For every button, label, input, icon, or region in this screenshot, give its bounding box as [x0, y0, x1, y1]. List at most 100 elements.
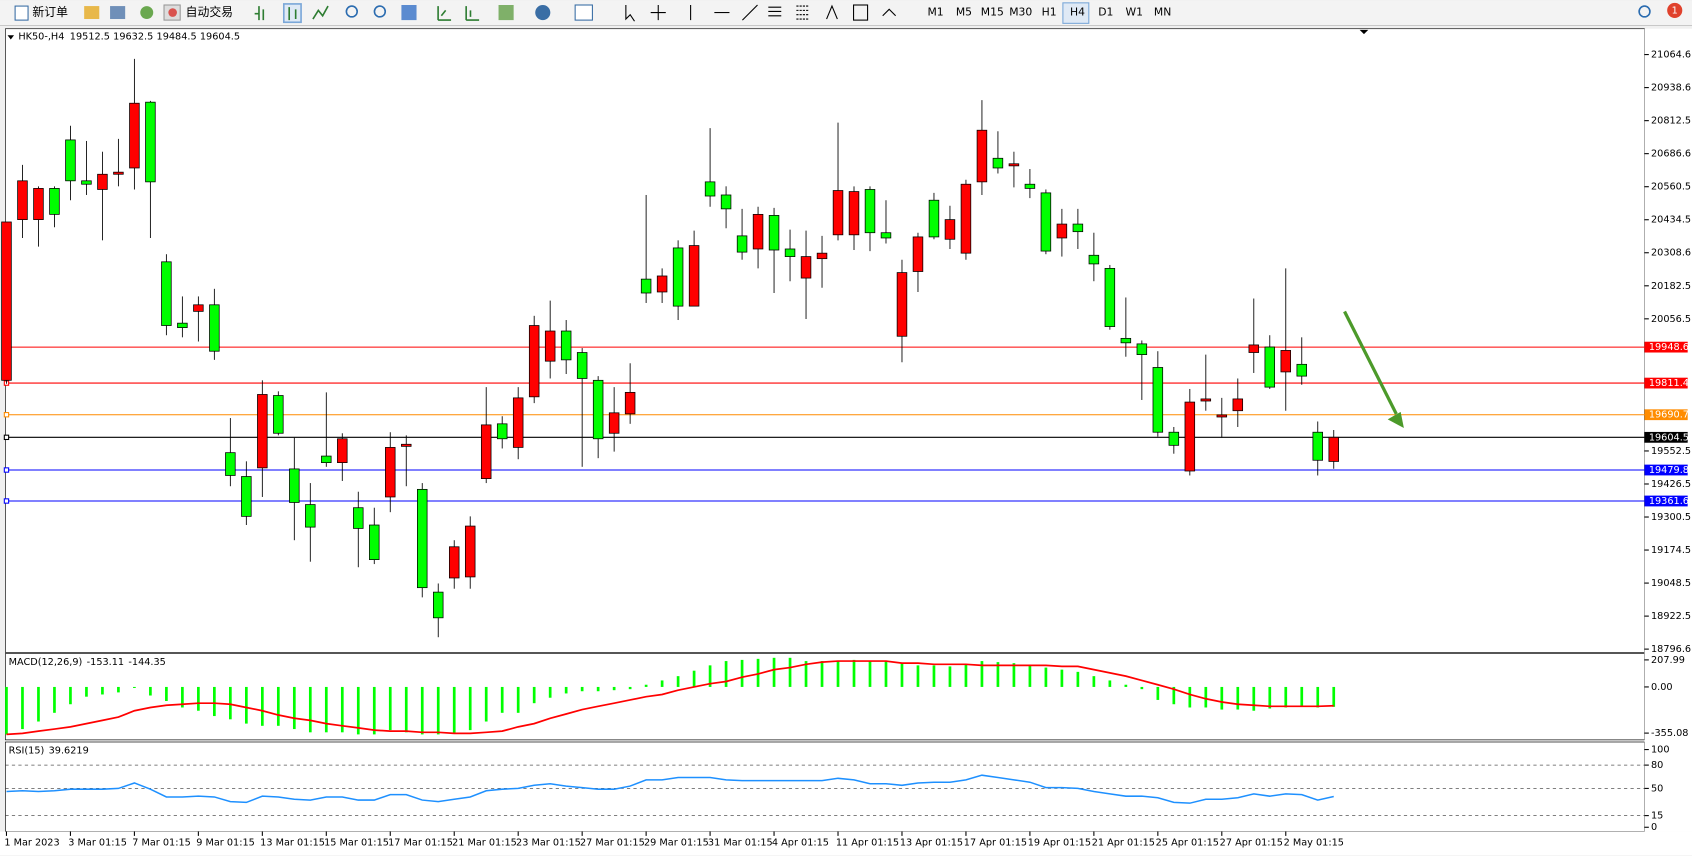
- candle-body: [385, 447, 396, 498]
- candle-body: [177, 322, 188, 328]
- candle-body: [512, 397, 524, 448]
- toolbar-icon[interactable]: [140, 6, 154, 20]
- timeframe-button[interactable]: M30: [1009, 6, 1032, 19]
- rsi-tick-label: 80: [1651, 760, 1663, 771]
- candle-body: [464, 525, 476, 578]
- label-tool[interactable]: [853, 4, 869, 21]
- candle-body: [1168, 431, 1180, 446]
- timeframe-button[interactable]: H4: [1070, 6, 1085, 19]
- candle-body: [1280, 350, 1292, 373]
- new-order-button[interactable]: 新订单: [14, 5, 68, 21]
- arrows-tool[interactable]: [882, 8, 897, 17]
- timeframe-button[interactable]: H1: [1042, 6, 1057, 19]
- candle-body: [353, 507, 364, 529]
- timeframe-button[interactable]: M15: [981, 6, 1004, 19]
- last-high: 19632.5: [113, 31, 153, 42]
- zoom-out[interactable]: [373, 5, 387, 18]
- chart-marks: M1 M5 M15 M30 H1 H4 D1 W1 MN 21064.6 20938.6 20812.…: [1, 6, 1691, 848]
- candle-body: [992, 157, 1004, 169]
- level-label-box: [1644, 495, 1688, 507]
- notifications-badge[interactable]: [1667, 2, 1683, 18]
- candle-body: [49, 188, 60, 215]
- candle-body: [608, 412, 620, 434]
- macd-last: -153.11: [87, 657, 124, 668]
- trendline-tool[interactable]: [742, 4, 758, 21]
- auto-trading-label: 自动交易: [186, 5, 233, 19]
- chart-shift[interactable]: [465, 6, 480, 21]
- price-tick-label: 18922.5: [1651, 611, 1691, 622]
- toolbar-icon[interactable]: [110, 6, 126, 20]
- tile-windows[interactable]: [401, 5, 417, 21]
- fibonacci-tool[interactable]: [796, 5, 810, 20]
- signal-last: -144.35: [128, 657, 165, 668]
- candle-body: [1072, 223, 1084, 233]
- time-tick-label: 13 Apr 01:15: [900, 837, 963, 848]
- annotation-arrow: [1343, 310, 1404, 428]
- candle-body: [944, 219, 956, 240]
- time-tick-label: 3 Mar 01:15: [68, 837, 127, 848]
- price-axis: [1644, 28, 1692, 832]
- candle-body: [896, 272, 908, 337]
- macd-tick-label: 0.00: [1651, 682, 1673, 693]
- rsi-tick-label: 100: [1651, 745, 1670, 756]
- periods[interactable]: [535, 5, 551, 21]
- candle-body: [401, 443, 412, 447]
- active-timeframe-frame: [1062, 2, 1090, 24]
- zoom-in[interactable]: [345, 5, 358, 18]
- level-label: 19948.6: [1649, 342, 1689, 353]
- candle-body: [816, 252, 828, 260]
- bar-chart-tool[interactable]: [254, 6, 265, 21]
- line-chart-tool[interactable]: [312, 5, 329, 20]
- candle-body: [688, 245, 700, 307]
- time-axis: [0, 831, 1692, 856]
- last-low: 19484.5: [157, 31, 197, 42]
- macd-tick-label: -355.08: [1651, 728, 1688, 739]
- candle-body: [1, 221, 12, 381]
- text-tool[interactable]: [826, 4, 838, 20]
- candle-body: [81, 180, 92, 185]
- new-order-icon: [14, 5, 29, 21]
- templates[interactable]: [574, 4, 593, 21]
- macd-title: MACD(12,26,9): [9, 657, 83, 668]
- candle-body: [209, 304, 220, 352]
- price-tick-label: 21064.6: [1651, 50, 1691, 61]
- candle-body: [1120, 337, 1132, 344]
- candle-body: [161, 261, 172, 326]
- crosshair-tool[interactable]: [650, 4, 666, 21]
- indicators[interactable]: [498, 5, 514, 21]
- candle-body: [193, 304, 204, 312]
- timeframe-button[interactable]: W1: [1125, 6, 1143, 19]
- auto-trading-button[interactable]: 自动交易: [163, 4, 233, 21]
- timeframe-button[interactable]: M1: [927, 6, 943, 19]
- candle-tool-active[interactable]: [282, 3, 302, 24]
- candle-body: [17, 180, 28, 220]
- candle-body: [257, 394, 268, 469]
- candle-body: [768, 215, 780, 251]
- timeframe-button[interactable]: D1: [1098, 6, 1113, 19]
- candle-body: [433, 591, 444, 619]
- level-label-box: [1644, 431, 1688, 443]
- candle-body: [800, 256, 812, 279]
- candle-body: [1216, 414, 1228, 418]
- timeframe-button[interactable]: MN: [1154, 6, 1171, 19]
- candle-body: [480, 424, 492, 479]
- candle-body: [656, 275, 668, 293]
- time-tick-label: 9 Mar 01:15: [196, 837, 255, 848]
- level-handle: [3, 498, 10, 504]
- time-tick-label: 21 Mar 01:15: [452, 837, 517, 848]
- candle-body: [1248, 344, 1260, 353]
- channel-tool[interactable]: [768, 6, 782, 17]
- time-tick-label: 21 Apr 01:15: [1092, 837, 1155, 848]
- candle-body: [624, 391, 636, 415]
- cursor-tool[interactable]: [625, 4, 635, 22]
- toolbar-icon[interactable]: [84, 6, 100, 20]
- candle-chart-tool[interactable]: [288, 7, 297, 21]
- candle-body: [241, 476, 252, 517]
- level-label: 19811.4: [1649, 378, 1689, 389]
- level-label: 19604.5: [1649, 432, 1689, 443]
- level-label: 19479.8: [1649, 465, 1689, 476]
- timeframe-button[interactable]: M5: [956, 6, 972, 19]
- autoscroll[interactable]: [437, 6, 452, 21]
- search[interactable]: [1638, 5, 1651, 18]
